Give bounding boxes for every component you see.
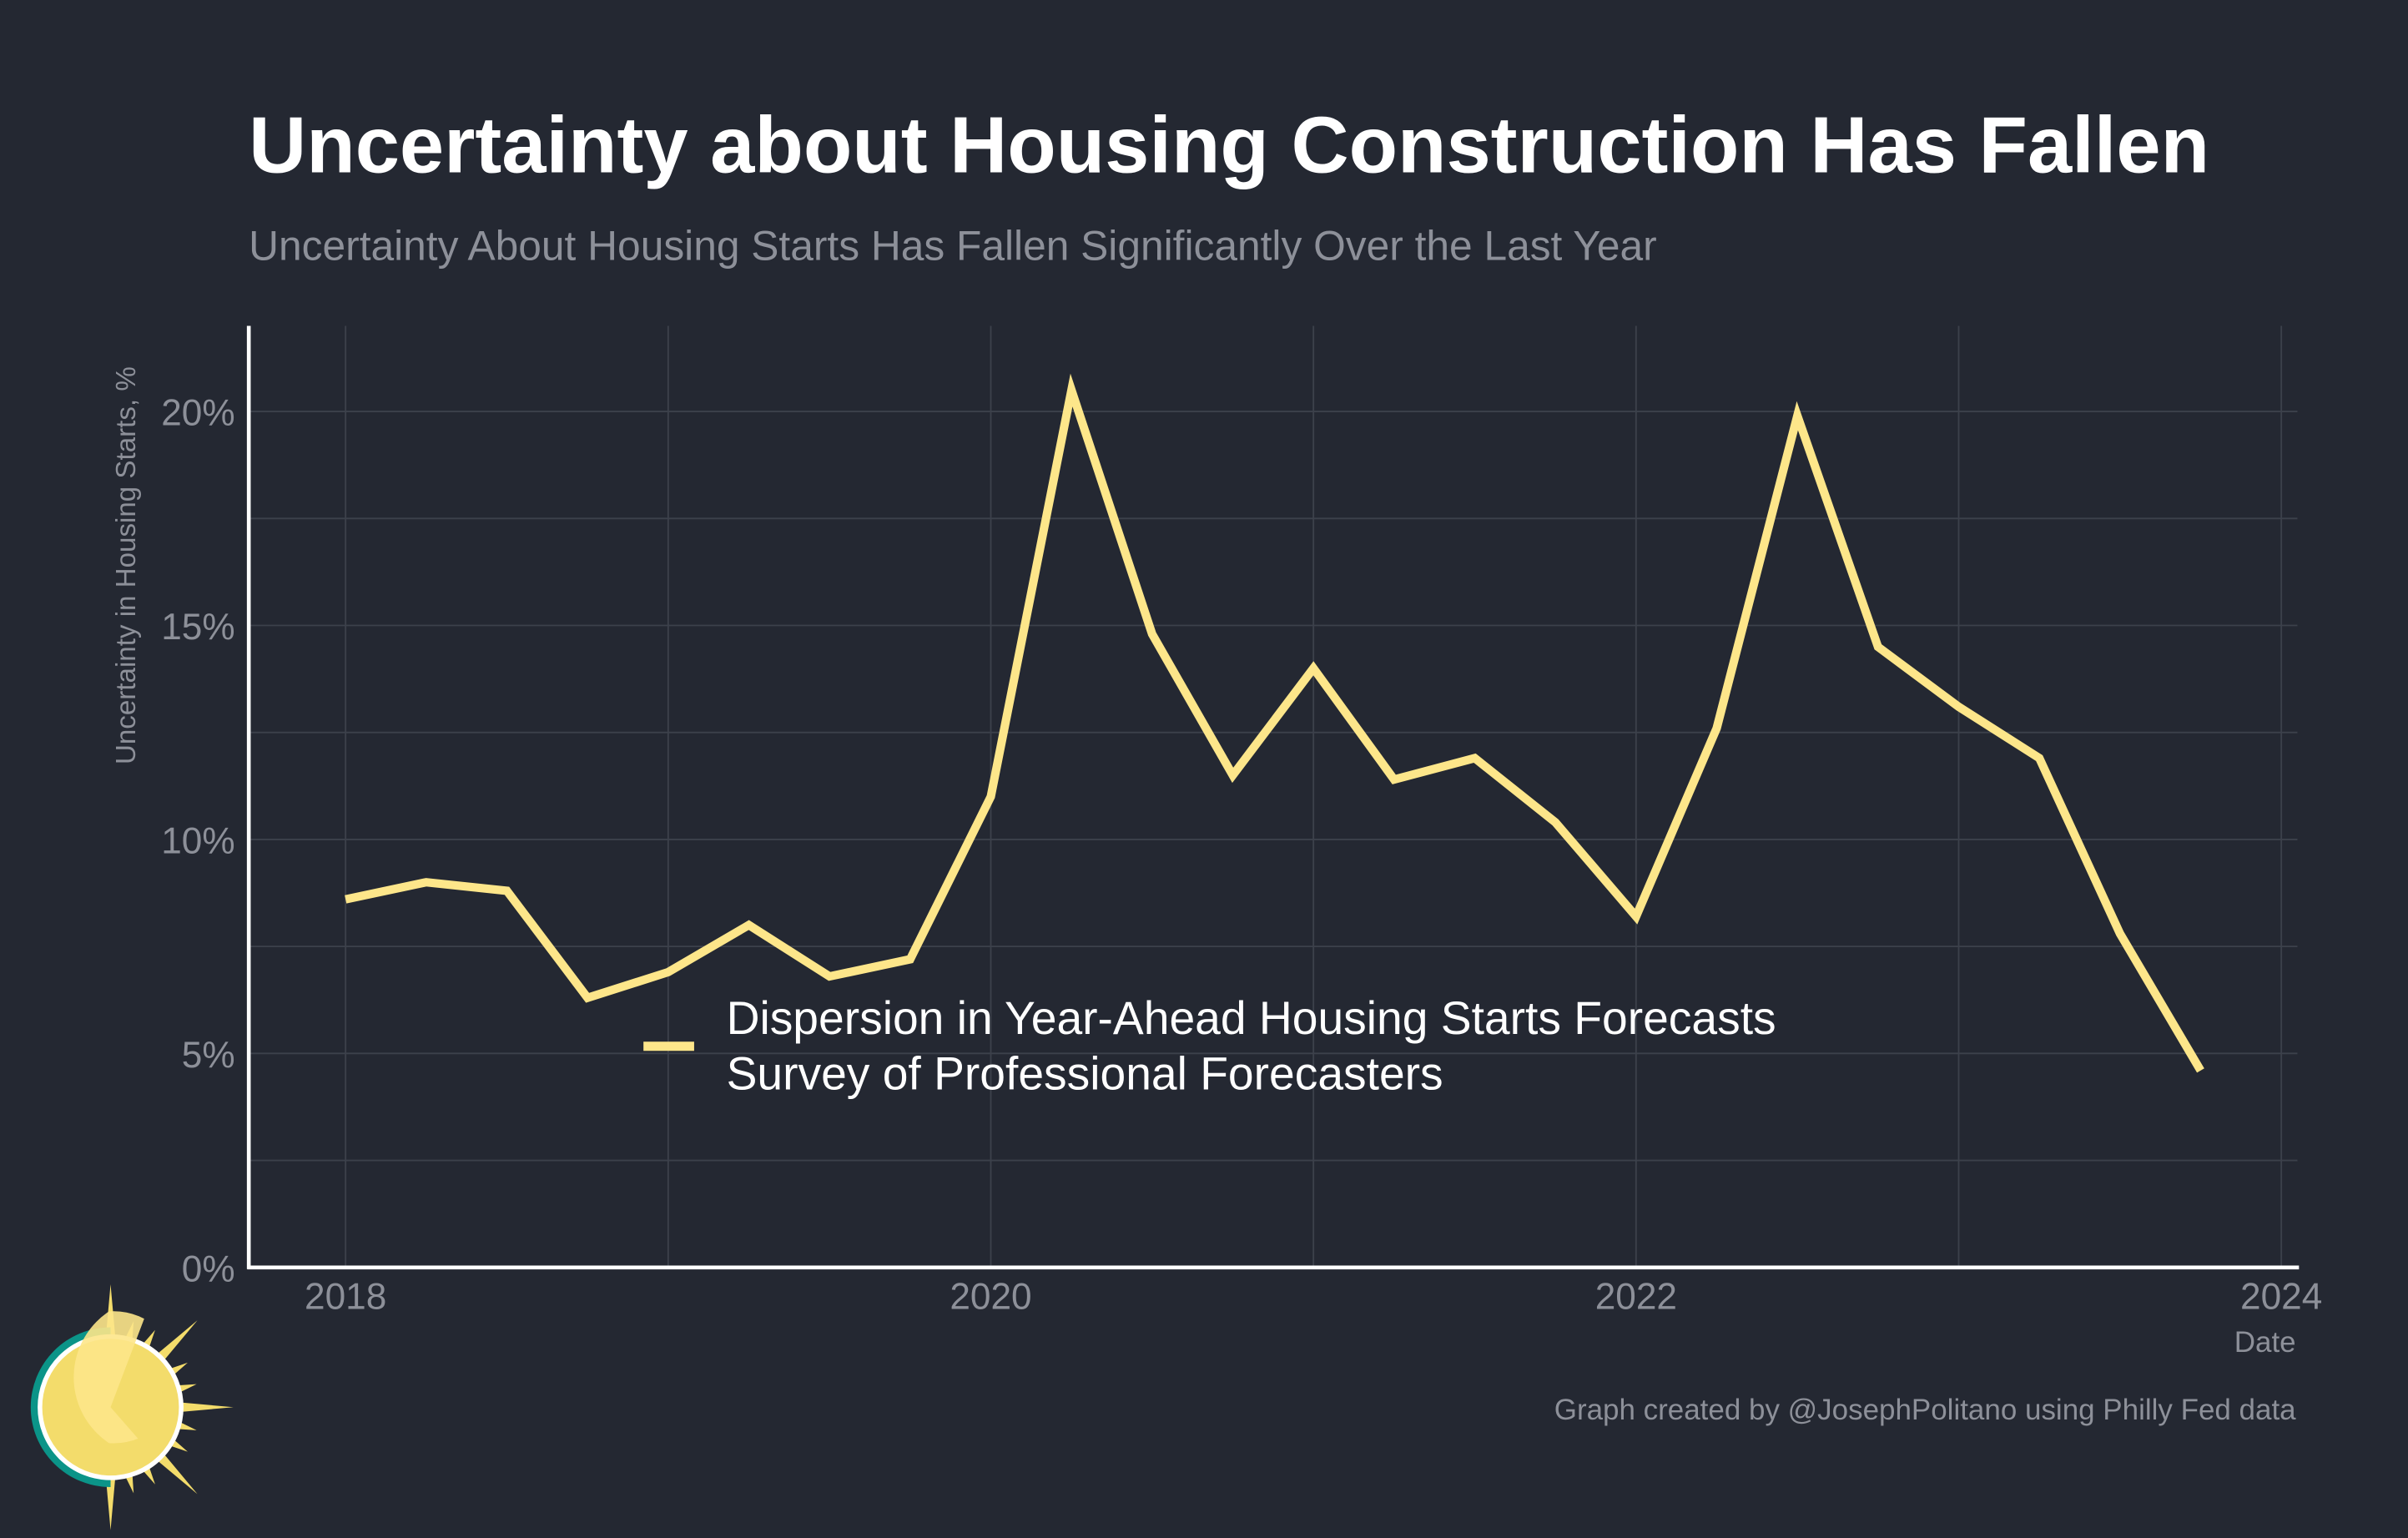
y-tick-label: 15% (161, 607, 234, 648)
x-tick-label: 2018 (305, 1276, 386, 1317)
x-axis-label: Date (2234, 1326, 2296, 1359)
x-tick-label: 2020 (950, 1276, 1031, 1317)
sun-disc-highlight (73, 1298, 154, 1457)
y-tick-label: 0% (182, 1248, 235, 1289)
x-tick-label: 2024 (2240, 1276, 2322, 1317)
tick-labels: 2018 2020 2022 2024 0% 5% 10% 15% 20% (161, 393, 2322, 1318)
chart-title: Uncertainty about Housing Construction H… (249, 100, 2209, 189)
sun-ray (171, 1401, 234, 1413)
series-line (345, 373, 2204, 1073)
sun-logo (30, 1284, 234, 1530)
y-axis-label: Uncertainty in Housing Starts, % (111, 366, 142, 764)
legend: Dispersion in Year-Ahead Housing Starts … (643, 992, 1776, 1099)
y-tick-label: 10% (161, 820, 234, 861)
y-tick-label: 20% (161, 393, 234, 434)
legend-label-line1: Dispersion in Year-Ahead Housing Starts … (727, 992, 1776, 1044)
grid (249, 325, 2298, 1268)
x-tick-label: 2022 (1595, 1276, 1677, 1317)
legend-label-line2: Survey of Professional Forecasters (727, 1047, 1443, 1099)
caption: Graph created by @JosephPolitano using P… (1554, 1394, 2296, 1426)
chart-subtitle: Uncertainty About Housing Starts Has Fal… (249, 222, 1657, 269)
series-group (345, 373, 2204, 1073)
y-tick-label: 5% (182, 1035, 235, 1076)
